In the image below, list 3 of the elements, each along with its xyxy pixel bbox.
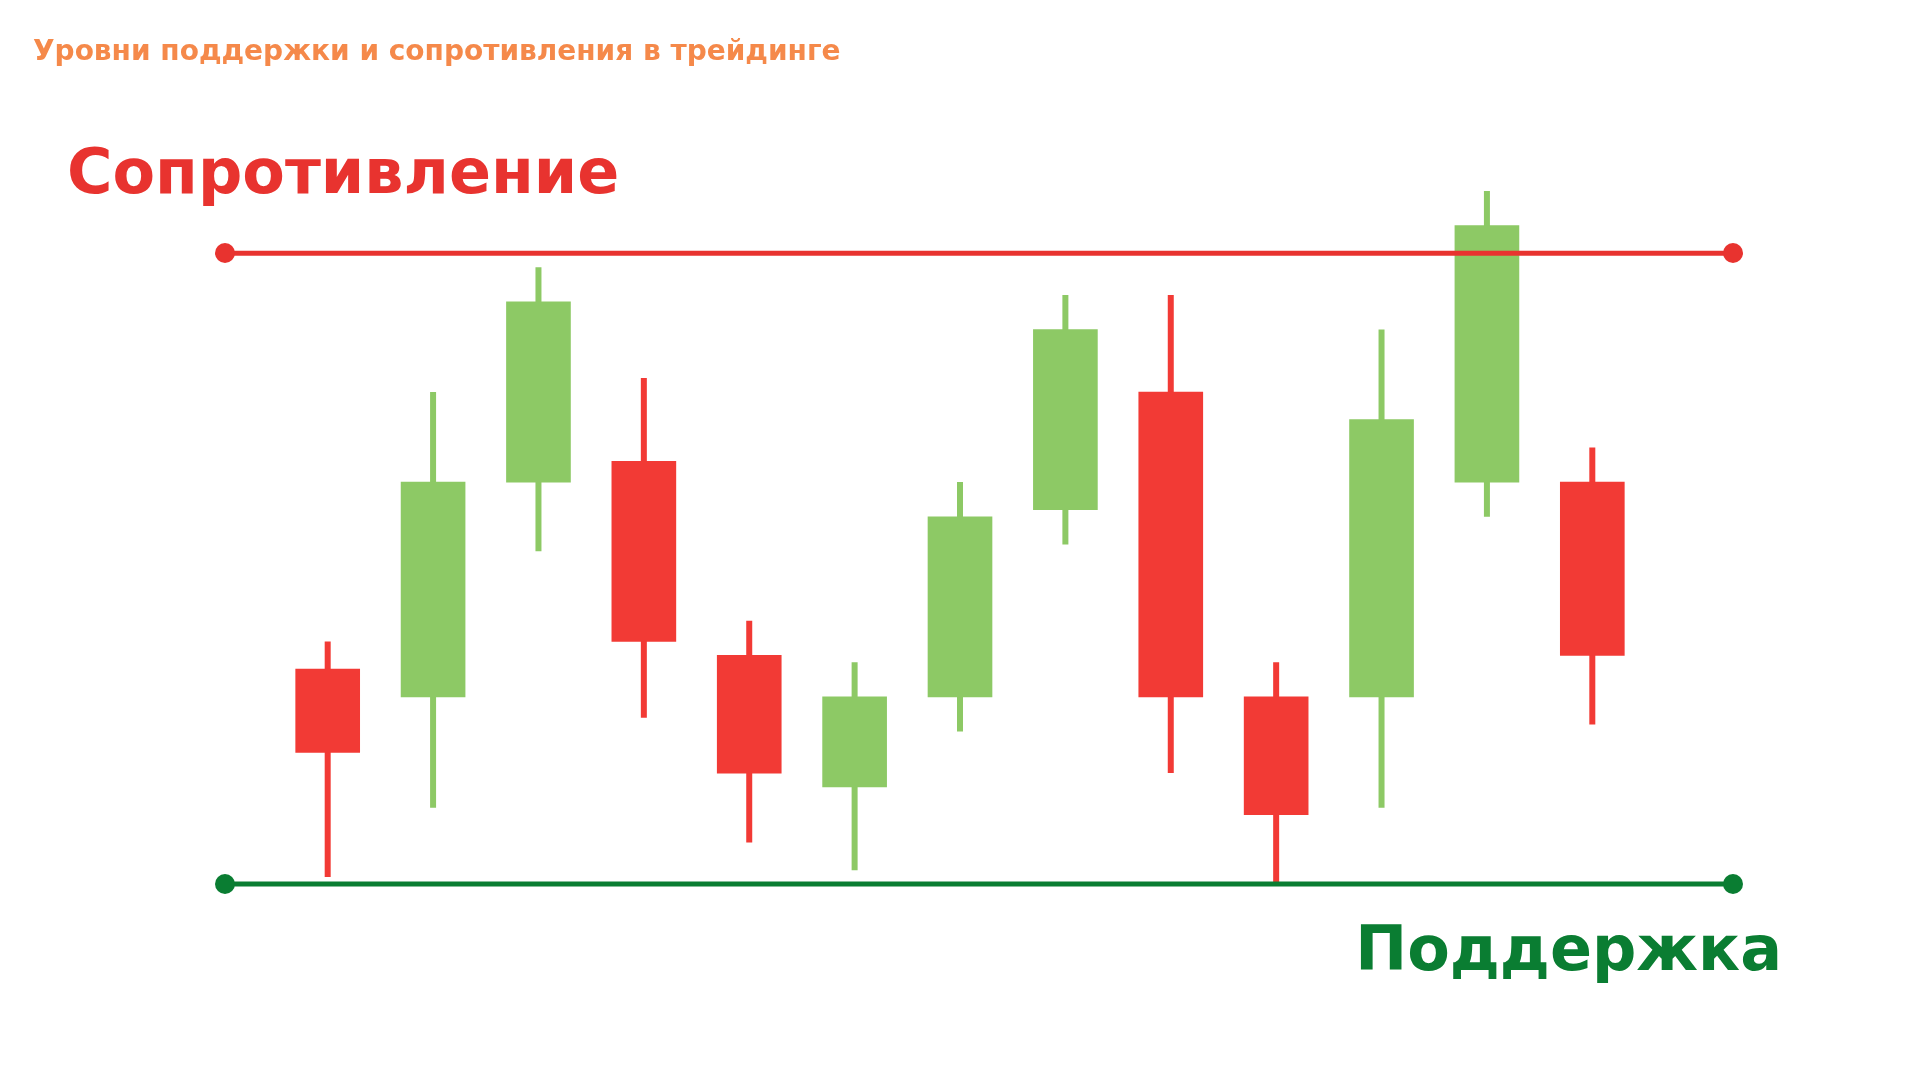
ref-line-label: Сопротивление xyxy=(67,135,620,209)
chart-title: Уровни поддержки и сопротивления в трейдинге xyxy=(33,34,841,67)
legend-label: Поддержка xyxy=(1355,912,1782,986)
